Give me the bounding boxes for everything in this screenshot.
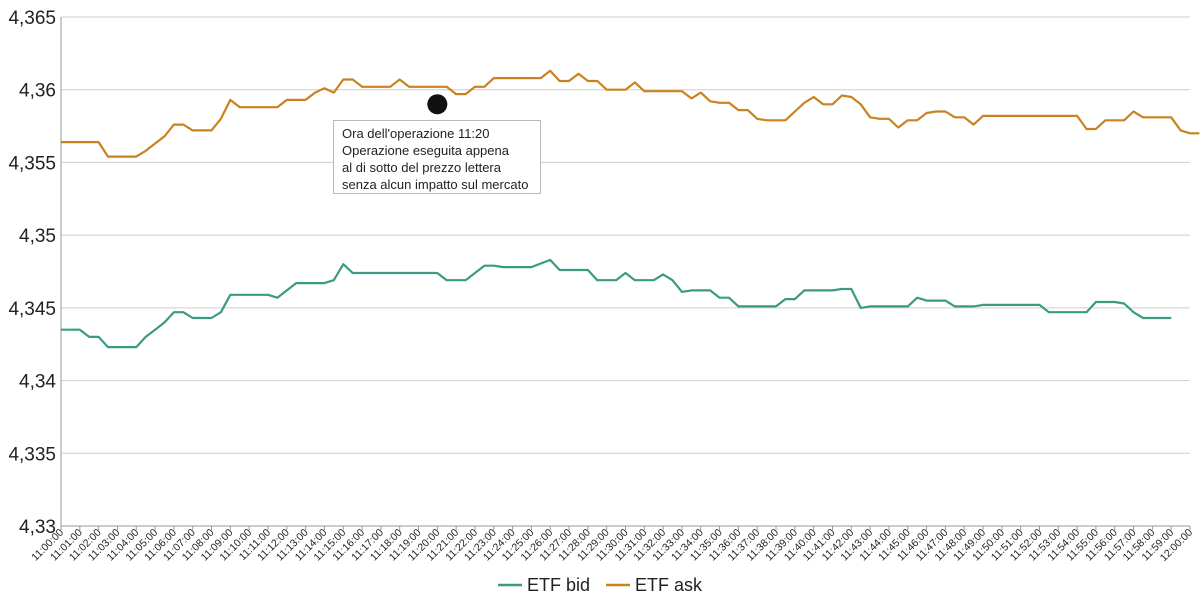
- annotation-line: Operazione eseguita appena: [342, 143, 509, 158]
- y-tick-label: 4,34: [19, 372, 56, 393]
- legend-label-bid: ETF bid: [527, 575, 590, 595]
- annotation-line: al di sotto del prezzo lettera: [342, 160, 501, 175]
- y-tick-label: 4,335: [8, 444, 56, 465]
- y-tick-label: 4,355: [8, 153, 56, 174]
- y-tick-label: 4,35: [19, 226, 56, 247]
- trade-annotation: Ora dell'operazione 11:20 Operazione ese…: [333, 120, 541, 194]
- y-tick-label: 4,36: [19, 81, 56, 102]
- legend: ETF bid ETF ask: [498, 575, 703, 595]
- gridlines: [61, 16, 1190, 527]
- y-axis-ticks: 4,33 4,335 4,34 4,345 4,35 4,355 4,36 4,365: [8, 8, 56, 538]
- legend-label-ask: ETF ask: [635, 575, 703, 595]
- series-lines: [61, 69, 1200, 349]
- series-line-bid: [61, 258, 1172, 349]
- y-tick-label: 4,345: [8, 299, 56, 320]
- annotation-line: Ora dell'operazione 11:20: [342, 126, 490, 141]
- annotation-line: senza alcun impatto sul mercato: [342, 177, 529, 192]
- x-axis-ticks: 11:00:0011:01:0011:02:0011:03:0011:04:00…: [29, 526, 1195, 564]
- trade-marker: [427, 94, 448, 115]
- y-tick-label: 4,33: [19, 517, 56, 538]
- series-line-ask: [61, 69, 1200, 158]
- y-tick-label: 4,365: [8, 8, 56, 29]
